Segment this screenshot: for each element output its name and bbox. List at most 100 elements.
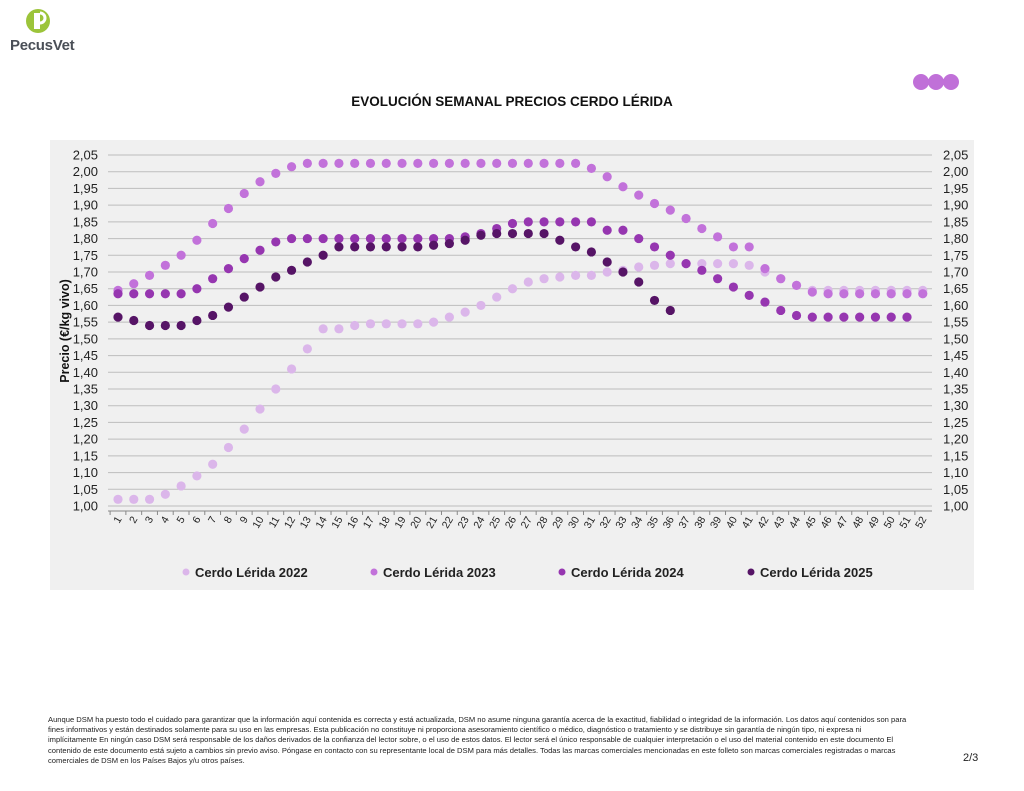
y-tick-label-left: 1,20	[73, 432, 98, 447]
data-point-cerdo-l-rida-2024	[807, 312, 817, 322]
y-tick-label-right: 1,25	[943, 415, 968, 430]
data-point-cerdo-l-rida-2022	[176, 481, 186, 491]
x-tick-label: 51	[897, 514, 913, 530]
y-tick-label-left: 1,80	[73, 231, 98, 246]
data-point-cerdo-l-rida-2025	[160, 320, 170, 331]
x-tick-label: 24	[471, 514, 487, 530]
data-point-cerdo-l-rida-2023	[302, 158, 312, 168]
data-point-cerdo-l-rida-2024	[902, 312, 912, 322]
data-point-cerdo-l-rida-2023	[586, 163, 597, 173]
data-point-cerdo-l-rida-2025	[492, 228, 502, 239]
data-point-cerdo-l-rida-2022	[649, 260, 660, 270]
data-point-cerdo-l-rida-2023	[350, 158, 360, 168]
data-point-cerdo-l-rida-2023	[870, 289, 881, 299]
data-point-cerdo-l-rida-2025	[649, 295, 660, 306]
data-point-cerdo-l-rida-2022	[239, 424, 249, 434]
data-point-cerdo-l-rida-2023	[555, 158, 565, 168]
data-point-cerdo-l-rida-2024	[413, 233, 423, 244]
data-point-cerdo-l-rida-2022	[523, 277, 533, 287]
x-tick-label: 34	[629, 514, 645, 530]
x-tick-label: 8	[222, 514, 235, 525]
decorative-dots-icon	[913, 74, 959, 90]
data-point-cerdo-l-rida-2023	[476, 158, 486, 168]
x-tick-label: 31	[582, 514, 598, 530]
x-tick-label: 29	[550, 514, 566, 530]
data-point-cerdo-l-rida-2025	[444, 238, 454, 249]
data-point-cerdo-l-rida-2022	[602, 267, 612, 277]
data-point-cerdo-l-rida-2023	[492, 158, 502, 168]
data-point-cerdo-l-rida-2025	[286, 265, 297, 275]
chart-title: EVOLUCIÓN SEMANAL PRECIOS CERDO LÉRIDA	[351, 94, 673, 109]
x-tick-label: 16	[345, 514, 361, 530]
data-point-cerdo-l-rida-2024	[113, 289, 123, 299]
y-tick-label-left: 1,05	[73, 482, 98, 497]
data-point-cerdo-l-rida-2025	[523, 228, 533, 239]
data-point-cerdo-l-rida-2024	[129, 289, 139, 299]
data-point-cerdo-l-rida-2023	[523, 158, 533, 168]
data-point-cerdo-l-rida-2022	[713, 259, 723, 269]
data-point-cerdo-l-rida-2025	[350, 242, 360, 252]
y-tick-label-right: 1,00	[943, 499, 968, 514]
data-point-cerdo-l-rida-2025	[271, 272, 281, 282]
data-point-cerdo-l-rida-2022	[302, 344, 312, 354]
data-point-cerdo-l-rida-2025	[602, 257, 612, 267]
data-point-cerdo-l-rida-2022	[208, 459, 218, 469]
y-tick-label-right: 1,30	[943, 398, 968, 413]
page-number: 2/3	[963, 752, 979, 764]
data-point-cerdo-l-rida-2023	[208, 218, 218, 229]
data-point-cerdo-l-rida-2022	[429, 317, 439, 327]
x-tick-label: 22	[440, 514, 456, 530]
data-point-cerdo-l-rida-2024	[555, 217, 565, 227]
data-point-cerdo-l-rida-2023	[429, 158, 439, 168]
x-tick-label: 35	[645, 514, 661, 530]
x-tick-label: 41	[740, 514, 756, 530]
legend-label: Cerdo Lérida 2025	[760, 565, 873, 580]
data-point-cerdo-l-rida-2023	[192, 235, 202, 245]
data-point-cerdo-l-rida-2024	[176, 289, 186, 299]
y-tick-label-left: 1,30	[73, 398, 98, 413]
data-point-cerdo-l-rida-2023	[397, 158, 407, 168]
x-tick-label: 2	[127, 514, 140, 525]
y-tick-label-right: 1,85	[943, 214, 968, 229]
disclaimer-line: Aunque DSM ha puesto todo el cuidado par…	[48, 715, 907, 724]
x-tick-label: 1	[111, 514, 124, 525]
x-tick-label: 43	[771, 514, 787, 530]
x-tick-label: 25	[487, 514, 503, 530]
y-tick-label-right: 1,60	[943, 298, 968, 313]
data-point-cerdo-l-rida-2024	[697, 265, 707, 275]
x-tick-label: 11	[267, 514, 283, 530]
x-tick-label: 28	[534, 514, 550, 530]
x-tick-label: 52	[913, 514, 929, 530]
data-point-cerdo-l-rida-2025	[413, 242, 423, 252]
data-point-cerdo-l-rida-2024	[870, 312, 881, 322]
data-point-cerdo-l-rida-2022	[586, 270, 597, 280]
data-point-cerdo-l-rida-2022	[634, 262, 644, 272]
x-tick-label: 20	[408, 514, 424, 530]
data-point-cerdo-l-rida-2024	[160, 289, 170, 299]
y-tick-label-left: 1,45	[73, 348, 98, 363]
x-tick-label: 40	[724, 514, 740, 530]
x-tick-label: 45	[803, 514, 819, 530]
data-point-cerdo-l-rida-2023	[665, 205, 675, 215]
y-tick-label-right: 1,35	[943, 382, 968, 397]
disclaimer-line: implícitamente En ningún caso DSM será r…	[48, 735, 894, 745]
data-point-cerdo-l-rida-2023	[144, 270, 155, 280]
data-point-cerdo-l-rida-2025	[302, 257, 312, 267]
x-tick-label: 26	[503, 514, 519, 530]
data-point-cerdo-l-rida-2022	[381, 319, 391, 329]
data-point-cerdo-l-rida-2023	[776, 274, 786, 284]
legend-marker	[182, 568, 190, 576]
data-point-cerdo-l-rida-2023	[507, 158, 518, 168]
x-tick-label: 13	[298, 514, 314, 530]
data-point-cerdo-l-rida-2023	[744, 242, 754, 252]
data-point-cerdo-l-rida-2023	[839, 289, 849, 299]
legend-label: Cerdo Lérida 2022	[195, 565, 308, 580]
data-point-cerdo-l-rida-2025	[476, 230, 486, 240]
data-point-cerdo-l-rida-2024	[144, 289, 155, 299]
data-point-cerdo-l-rida-2023	[255, 177, 265, 187]
x-tick-label: 46	[818, 514, 834, 530]
data-point-cerdo-l-rida-2022	[286, 364, 297, 374]
data-point-cerdo-l-rida-2023	[728, 242, 739, 252]
data-point-cerdo-l-rida-2024	[381, 233, 391, 244]
